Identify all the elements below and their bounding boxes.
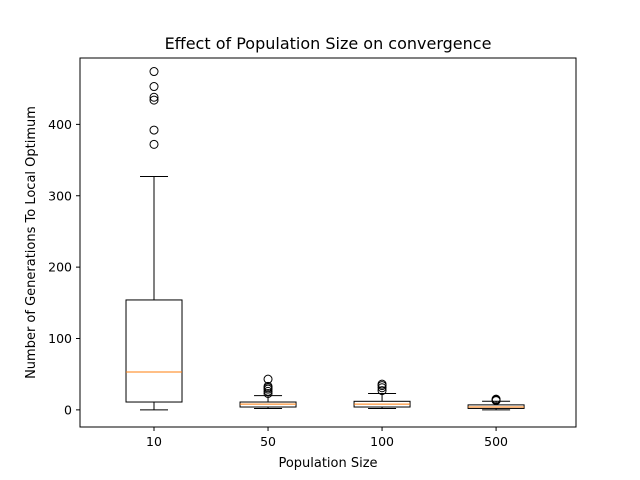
outlier-point [491, 394, 501, 404]
axes-frame [79, 57, 577, 428]
outlier-point [377, 383, 387, 393]
x-tick-label: 50 [260, 434, 276, 449]
y-axis-label: Number of Generations To Local Optimum [24, 106, 39, 379]
outlier-point [377, 386, 387, 396]
outlier-point [149, 92, 159, 102]
outlier-point [149, 139, 159, 149]
plot-area: 0 100 200 300 400 10 50 100 500 [48, 67, 525, 449]
outlier-point [149, 125, 159, 135]
x-tick-label: 100 [370, 434, 394, 449]
x-tick-label: 500 [484, 434, 508, 449]
y-tick-label: 400 [48, 117, 72, 132]
outlier-point [149, 95, 159, 105]
outlier-point [263, 381, 273, 391]
outlier-point [149, 67, 159, 77]
y-tick-label: 200 [48, 260, 72, 275]
y-tick-label: 0 [64, 402, 72, 417]
x-tick-label: 10 [146, 434, 162, 449]
y-tick-label: 100 [48, 331, 72, 346]
x-axis-label: Population Size [278, 456, 377, 471]
y-tick-label: 300 [48, 188, 72, 203]
outlier-point [263, 388, 273, 398]
box-iqr [125, 299, 183, 403]
outlier-point [263, 386, 273, 396]
chart-title: Effect of Population Size on convergence [165, 34, 492, 53]
outlier-point [263, 374, 273, 384]
outlier-point [377, 379, 387, 389]
outlier-point [149, 82, 159, 92]
